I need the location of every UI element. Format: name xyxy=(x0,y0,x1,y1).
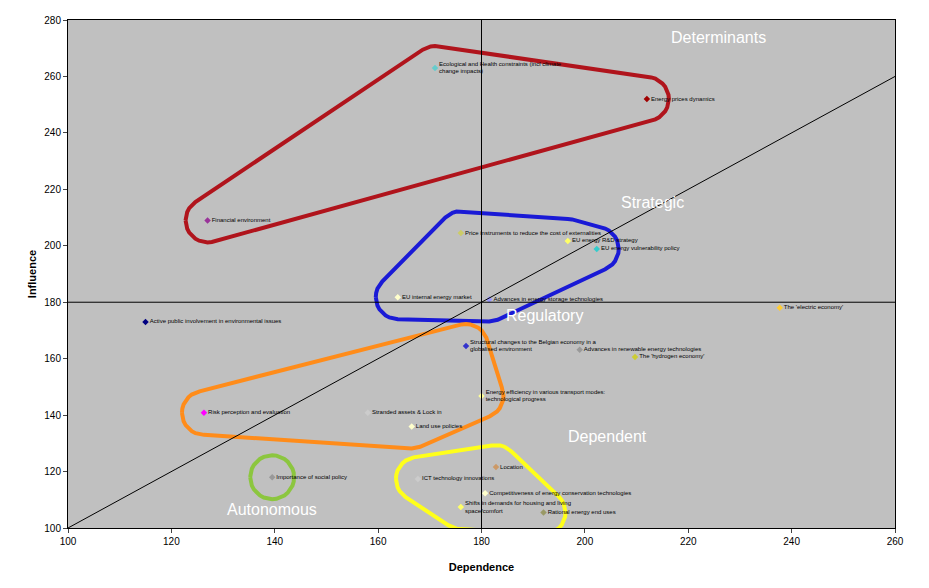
svg-text:Rational energy end uses: Rational energy end uses xyxy=(548,509,616,515)
svg-text:Land use policies: Land use policies xyxy=(416,423,462,429)
svg-text:EU energy vulnerability policy: EU energy vulnerability policy xyxy=(601,245,680,251)
svg-text:200: 200 xyxy=(44,240,61,251)
svg-text:260: 260 xyxy=(44,71,61,82)
svg-text:140: 140 xyxy=(44,410,61,421)
svg-text:120: 120 xyxy=(44,466,61,477)
svg-text:Ecological and Health constrai: Ecological and Health constraints (incl … xyxy=(439,61,562,75)
svg-text:220: 220 xyxy=(680,536,697,547)
svg-text:The 'hydrogen economy': The 'hydrogen economy' xyxy=(639,353,704,359)
svg-text:Determinants: Determinants xyxy=(671,29,766,46)
svg-text:Regulatory: Regulatory xyxy=(506,307,583,324)
svg-text:220: 220 xyxy=(44,184,61,195)
svg-text:Importance of social policy: Importance of social policy xyxy=(276,474,347,480)
svg-text:260: 260 xyxy=(887,536,904,547)
svg-text:The 'electric economy': The 'electric economy' xyxy=(784,304,843,310)
svg-text:Energy prices dynamics: Energy prices dynamics xyxy=(651,96,715,102)
svg-text:120: 120 xyxy=(163,536,180,547)
svg-text:200: 200 xyxy=(577,536,594,547)
svg-text:EU energy R&D strategy: EU energy R&D strategy xyxy=(572,237,638,243)
svg-text:Strategic: Strategic xyxy=(621,194,684,211)
svg-text:Structural changes to the Belg: Structural changes to the Belgian econom… xyxy=(470,339,596,353)
svg-text:180: 180 xyxy=(473,536,490,547)
svg-text:Dependent: Dependent xyxy=(568,428,647,445)
svg-text:Advances in energy storage tec: Advances in energy storage technologies xyxy=(493,296,603,302)
svg-text:280: 280 xyxy=(44,15,61,26)
svg-text:Shifts in demands for housing: Shifts in demands for housing and living… xyxy=(465,500,571,514)
svg-text:Advances in renewable energy t: Advances in renewable energy technologie… xyxy=(584,346,701,352)
svg-text:100: 100 xyxy=(60,536,77,547)
svg-text:Active public involvement in e: Active public involvement in environment… xyxy=(150,318,282,324)
svg-text:EU internal energy market: EU internal energy market xyxy=(402,294,472,300)
svg-text:240: 240 xyxy=(44,127,61,138)
svg-text:Autonomous: Autonomous xyxy=(227,501,317,518)
svg-text:Price instruments to reduce th: Price instruments to reduce the cost of … xyxy=(465,230,601,236)
svg-text:Influence: Influence xyxy=(26,250,38,298)
svg-text:Risk perception and evaluation: Risk perception and evaluation xyxy=(208,409,290,415)
svg-text:Energy efficiency in various t: Energy efficiency in various transport m… xyxy=(486,389,606,403)
svg-text:Dependence: Dependence xyxy=(449,561,514,573)
svg-text:Competitiveness of energy cons: Competitiveness of energy conservation t… xyxy=(489,490,631,496)
svg-text:Financial environment: Financial environment xyxy=(212,217,271,223)
svg-text:160: 160 xyxy=(370,536,387,547)
svg-text:Stranded assets & Lock in: Stranded assets & Lock in xyxy=(372,409,442,415)
svg-text:160: 160 xyxy=(44,353,61,364)
svg-text:140: 140 xyxy=(266,536,283,547)
svg-text:ICT technology innovations: ICT technology innovations xyxy=(422,475,494,481)
svg-text:Location: Location xyxy=(500,464,523,470)
svg-text:240: 240 xyxy=(783,536,800,547)
svg-text:100: 100 xyxy=(44,523,61,534)
svg-text:180: 180 xyxy=(44,297,61,308)
